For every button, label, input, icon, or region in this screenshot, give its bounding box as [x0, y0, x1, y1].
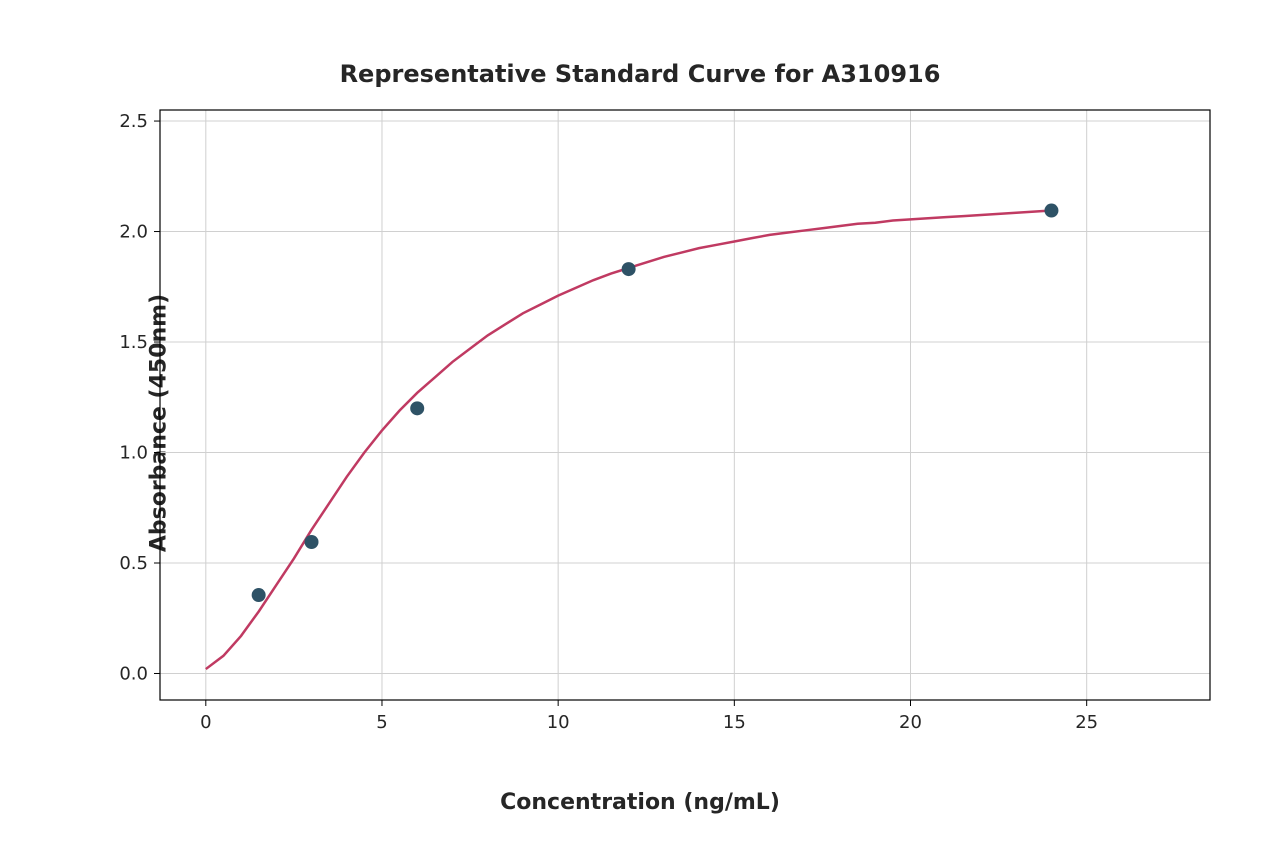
plot-border: [160, 110, 1210, 700]
y-tick-label: 1.5: [119, 332, 148, 353]
x-tick-label: 15: [723, 712, 746, 733]
y-tick-label: 2.5: [119, 111, 148, 132]
data-point: [410, 401, 424, 415]
y-tick-label: 1.0: [119, 443, 148, 464]
data-point: [305, 535, 319, 549]
y-tick-label: 0.0: [119, 663, 148, 684]
x-tick-label: 5: [376, 712, 387, 733]
x-tick-label: 25: [1075, 712, 1098, 733]
data-point: [252, 588, 266, 602]
data-point: [622, 262, 636, 276]
chart-svg: 0 5 10 15 20 25 0.0 0.5 1.0 1.5 2.0 2.5: [0, 0, 1280, 845]
x-tick-label: 20: [899, 712, 922, 733]
chart-container: Representative Standard Curve for A31091…: [0, 0, 1280, 845]
x-tick-label: 0: [200, 712, 211, 733]
x-tick-label: 10: [547, 712, 570, 733]
y-tick-label: 0.5: [119, 553, 148, 574]
y-tick-label: 2.0: [119, 222, 148, 243]
fit-curve: [206, 211, 1052, 670]
data-point: [1044, 204, 1058, 218]
